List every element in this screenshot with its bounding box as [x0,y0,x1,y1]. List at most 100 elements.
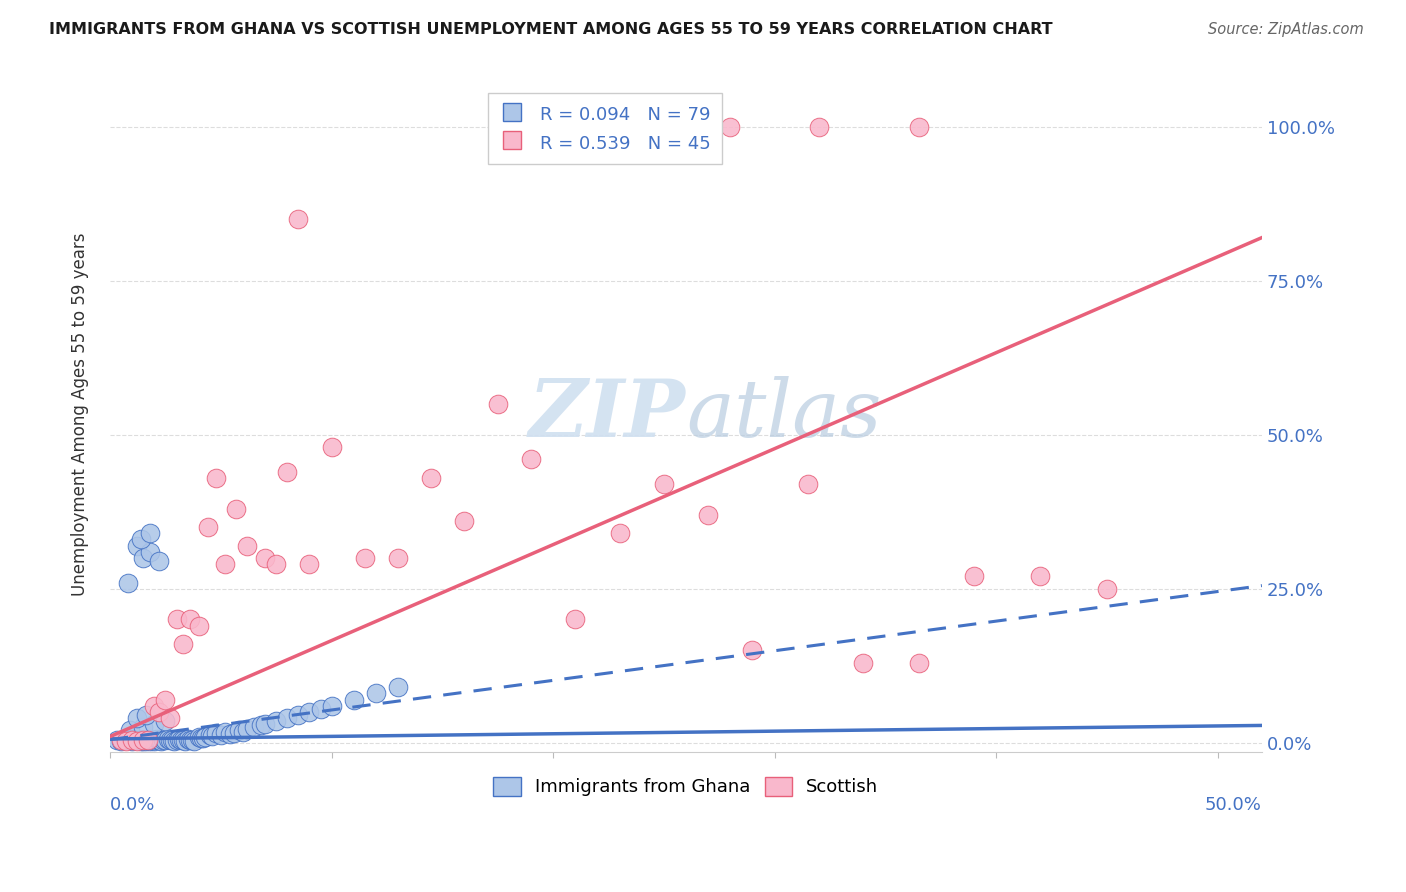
Point [420,471,443,485]
Point [139,526,162,541]
Point [364,686,387,700]
Point [198,728,221,742]
Point [907,656,929,670]
Point [254,550,277,565]
Point [125,539,148,553]
Point [134,734,156,748]
Point [718,120,741,134]
Point [741,643,763,657]
Point [166,732,188,747]
Point [152,732,174,747]
Point [225,501,247,516]
Point [117,575,139,590]
Point [132,734,155,748]
Point [134,708,156,723]
Point [264,714,287,728]
Point [697,508,720,522]
Point [214,557,236,571]
Legend: Immigrants from Ghana, Scottish: Immigrants from Ghana, Scottish [486,770,886,804]
Point [298,557,321,571]
Point [183,734,205,748]
Text: 0.0%: 0.0% [110,796,156,814]
Point [110,732,132,747]
Point [132,732,155,747]
Point [139,545,162,559]
Point [298,705,321,719]
Point [148,554,170,568]
Point [118,723,141,738]
Point [287,212,309,227]
Point [159,711,181,725]
Point [179,733,201,747]
Point [187,730,209,744]
Point [387,680,409,694]
Point [129,734,152,748]
Point [143,734,166,748]
Point [287,708,309,723]
Text: atlas: atlas [686,376,882,453]
Point [148,705,170,719]
Point [121,734,143,748]
Point [155,692,177,706]
Point [114,733,136,747]
Point [125,711,148,725]
Point [141,733,163,747]
Point [232,724,254,739]
Point [129,533,152,547]
Point [486,397,509,411]
Point [139,734,162,748]
Point [309,702,332,716]
Point [254,717,277,731]
Point [194,730,217,744]
Point [1029,569,1052,583]
Point [148,733,170,747]
Point [807,120,830,134]
Point [170,733,193,747]
Point [155,714,177,728]
Point [609,526,631,541]
Point [191,731,214,746]
Point [321,440,343,454]
Point [125,732,148,747]
Point [136,733,159,747]
Point [128,733,150,747]
Point [145,731,167,746]
Point [249,718,271,732]
Point [129,732,152,747]
Point [343,692,366,706]
Point [156,731,179,746]
Point [224,726,246,740]
Point [197,520,219,534]
Point [187,618,209,632]
Point [228,723,250,738]
Point [214,724,236,739]
Point [132,550,155,565]
Point [218,727,240,741]
Point [179,612,201,626]
Point [159,732,181,747]
Point [143,733,166,747]
Point [209,728,232,742]
Point [321,698,343,713]
Y-axis label: Unemployment Among Ages 55 to 59 years: Unemployment Among Ages 55 to 59 years [72,233,89,597]
Point [181,732,204,747]
Point [276,465,298,479]
Point [243,720,266,734]
Point [205,471,228,485]
Point [264,557,287,571]
Point [150,734,173,748]
Point [564,612,586,626]
Point [652,477,675,491]
Point [852,656,875,670]
Point [907,120,929,134]
Text: ZIP: ZIP [529,376,686,453]
Point [453,514,475,528]
Point [176,731,198,746]
Point [118,732,141,747]
Point [105,732,128,747]
Point [134,733,156,747]
Point [114,734,136,748]
Point [167,731,190,746]
Text: Source: ZipAtlas.com: Source: ZipAtlas.com [1208,22,1364,37]
Point [163,734,186,748]
